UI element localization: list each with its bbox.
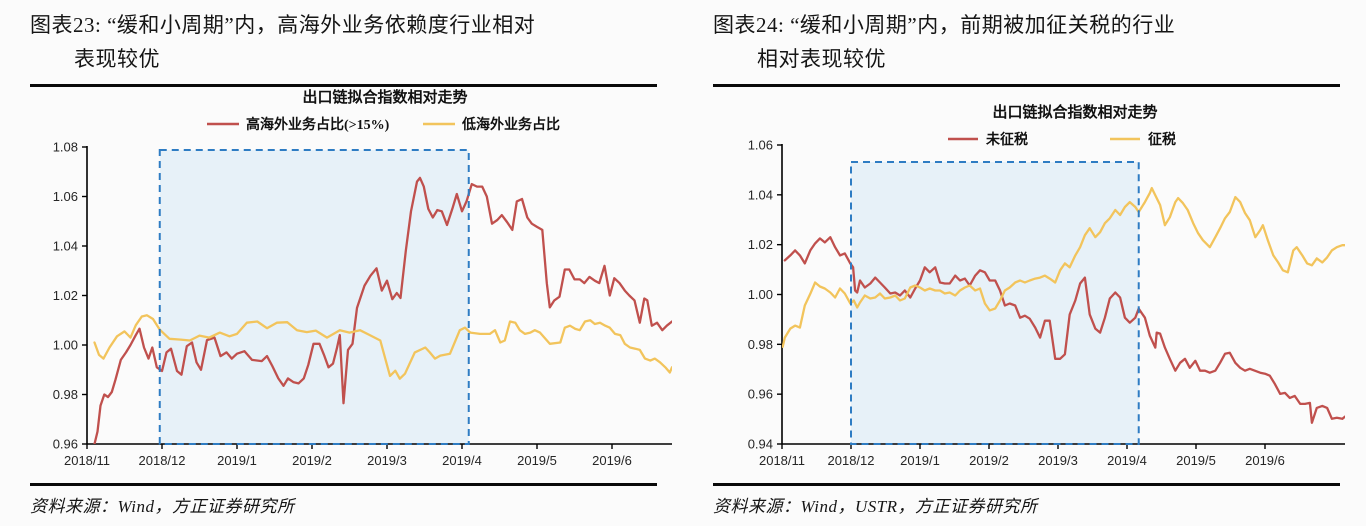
y-tick-label: 0.96 — [53, 437, 78, 452]
y-tick-label: 0.98 — [748, 337, 773, 352]
figure-23-heading-line1: 图表23: “缓和小周期”内，高海外业务依赖度行业相对 — [30, 13, 536, 37]
legend-label-0: 高海外业务占比(>15%) — [246, 116, 390, 133]
y-tick-label: 1.08 — [53, 140, 78, 155]
highlight-region — [851, 161, 1139, 444]
figure-24-heading-line1: 图表24: “缓和小周期”内，前期被加征关税的行业 — [713, 13, 1176, 37]
legend-label-0: 未征税 — [986, 131, 1028, 148]
x-tick-label: 2019/2 — [969, 453, 1009, 468]
y-tick-label: 1.00 — [748, 287, 773, 302]
highlight-region-border — [850, 160, 1140, 446]
x-tick-label: 2018/12 — [828, 453, 875, 468]
y-tick-label: 1.00 — [53, 338, 78, 353]
chart-title: 出口链拟合指数相对走势 — [302, 88, 467, 106]
figure-23-panel: 图表23: “缓和小周期”内，高海外业务依赖度行业相对 表现较优 出口链拟合指数… — [30, 8, 672, 516]
figure-23-heading-line2: 表现较优 — [74, 47, 160, 71]
figure-24-heading: 图表24: “缓和小周期”内，前期被加征关税的行业 相对表现较优 — [713, 8, 1347, 76]
series-line-0 — [783, 236, 1345, 424]
figure-24-top-divider — [713, 84, 1340, 87]
legend-label-1: 低海外业务占比 — [461, 116, 560, 133]
y-tick-label: 1.06 — [748, 138, 773, 153]
y-tick-label: 1.04 — [53, 239, 78, 254]
x-tick-label: 2019/5 — [517, 453, 557, 468]
x-tick-label: 2019/4 — [1107, 453, 1147, 468]
x-tick-label: 2019/6 — [1245, 453, 1285, 468]
figure-24-bottom-divider — [713, 483, 1340, 486]
series-line-1 — [782, 186, 1345, 348]
series-line-0 — [93, 176, 672, 444]
series-line-1 — [93, 314, 672, 380]
highlight-region-border — [158, 148, 470, 445]
y-tick-label: 1.02 — [53, 288, 78, 303]
figure-24-source: 资料来源：Wind，USTR，方正证券研究所 — [713, 497, 1038, 516]
figure-23-heading: 图表23: “缓和小周期”内，高海外业务依赖度行业相对 表现较优 — [30, 8, 664, 76]
x-tick-label: 2019/3 — [1038, 453, 1078, 468]
x-tick-label: 2019/6 — [592, 453, 632, 468]
x-tick-label: 2018/12 — [139, 453, 186, 468]
figure-24-heading-line2: 相对表现较优 — [757, 47, 886, 71]
figure-23-source: 资料来源：Wind，方正证券研究所 — [30, 497, 295, 516]
y-tick-label: 0.96 — [748, 387, 773, 402]
x-tick-label: 2019/2 — [292, 453, 332, 468]
figure-23-bottom-divider — [30, 483, 657, 486]
figure-23-top-divider — [30, 84, 657, 87]
y-tick-label: 0.98 — [53, 387, 78, 402]
x-tick-label: 2019/1 — [217, 453, 257, 468]
x-tick-label: 2019/5 — [1176, 453, 1216, 468]
y-tick-label: 1.04 — [748, 187, 773, 202]
x-tick-label: 2019/1 — [900, 453, 940, 468]
y-tick-label: 1.02 — [748, 237, 773, 252]
x-tick-label: 2018/11 — [759, 453, 805, 468]
x-tick-label: 2018/11 — [64, 453, 110, 468]
x-tick-label: 2019/3 — [367, 453, 407, 468]
x-tick-label: 2019/4 — [442, 453, 482, 468]
y-tick-label: 0.94 — [748, 437, 773, 452]
chart-title: 出口链拟合指数相对走势 — [992, 103, 1157, 121]
y-tick-label: 1.06 — [53, 189, 78, 204]
figure-24-panel: 图表24: “缓和小周期”内，前期被加征关税的行业 相对表现较优 出口链拟合指数… — [683, 0, 1366, 526]
legend-label-1: 征税 — [1148, 131, 1176, 148]
highlight-region — [159, 149, 469, 444]
